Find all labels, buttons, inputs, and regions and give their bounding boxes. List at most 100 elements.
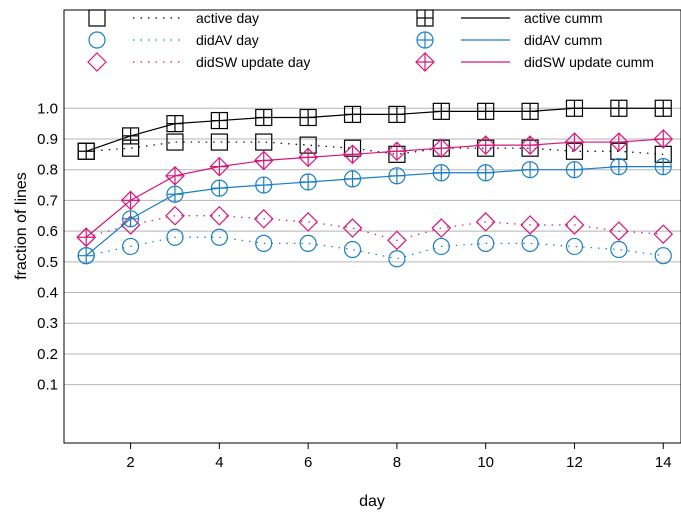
legend-entry-didsw-update-day: didSW update day (87, 52, 310, 72)
legend-entry-didav-day: didAV day (88, 31, 259, 49)
data-point-didsw-update-day (209, 205, 230, 226)
data-point-active-day (210, 133, 228, 151)
y-tick-label: 1.0 (37, 100, 58, 117)
x-tick-label: 6 (304, 454, 312, 471)
x-tick-label: 12 (566, 454, 583, 471)
data-point-active-day (166, 133, 184, 151)
data-point-active-day-shape (210, 133, 228, 151)
data-point-didsw-update-day-shape (520, 215, 540, 235)
data-point-active-day (255, 133, 273, 151)
data-point-active-cumm (166, 115, 184, 133)
data-point-active-cumm (521, 102, 539, 120)
data-point-active-cumm (299, 108, 317, 127)
legend: active day didAV day didSW update day activ… (87, 9, 654, 72)
legend-marker-didav-cumm (416, 31, 434, 49)
data-point-didsw-update-cumm (342, 144, 363, 165)
data-point-active-day-shape (255, 133, 273, 151)
data-point-didav-day-shape (565, 237, 584, 256)
data-point-didsw-update-day-shape (209, 205, 230, 226)
legend-marker-didav-day (88, 31, 106, 49)
data-point-active-day-shape (166, 133, 184, 151)
data-point-didsw-update-cumm (120, 190, 141, 211)
data-point-didsw-update-day-shape (431, 218, 452, 238)
data-point-didav-day-shape (432, 237, 450, 256)
horizontal-gridlines (64, 107, 681, 386)
data-point-didav-day (388, 250, 406, 268)
data-point-didsw-update-cumm (609, 132, 629, 152)
data-point-active-cumm (121, 127, 140, 145)
y-axis-title: fraction of lines (13, 172, 30, 280)
data-point-active-cumm (477, 102, 495, 120)
legend-label-didsw-update-day: didSW update day (196, 54, 310, 70)
data-point-didav-day-shape (255, 234, 273, 252)
data-point-didav-day (121, 237, 140, 256)
data-point-didav-day (565, 237, 584, 256)
x-axis-title: day (359, 493, 385, 510)
y-tick-label: 0.9 (37, 131, 58, 148)
data-point-didsw-update-cumm (564, 132, 585, 152)
data-point-didsw-update-day (253, 208, 274, 229)
data-point-didav-cumm (610, 158, 628, 176)
data-point-active-cumm (255, 108, 273, 127)
y-tick-label: 0.8 (37, 162, 58, 179)
data-point-active-cumm (210, 111, 228, 130)
data-point-active-cumm (343, 105, 362, 124)
data-point-didav-day (343, 240, 362, 259)
data-point-didsw-update-day-shape (253, 208, 274, 229)
data-point-didav-cumm (477, 164, 495, 182)
data-point-didav-cumm (654, 158, 672, 176)
series-line-active-cumm (85, 107, 664, 152)
series-line-didav-day (86, 236, 664, 260)
series-line-didav-cumm (85, 166, 664, 257)
data-point-didav-day (299, 234, 317, 252)
data-point-active-cumm (565, 99, 584, 117)
data-point-didsw-update-cumm (298, 147, 318, 168)
series-line-didsw-update-day (86, 215, 664, 241)
y-axis: 0.1 0.2 0.3 0.4 0.5 0.6 0.7 0.8 0.9 1.0 (37, 100, 58, 393)
data-point-didsw-update-cumm (653, 129, 674, 149)
data-point-didsw-update-day-shape (165, 205, 185, 226)
series-active-day (77, 133, 672, 163)
data-point-didsw-update-cumm (387, 141, 407, 162)
legend-marker-didav-day-shape (88, 31, 106, 49)
data-point-didav-day-shape (166, 228, 184, 246)
legend-label-didav-cumm: didAV cumm (524, 32, 602, 48)
data-point-didsw-update-cumm (76, 227, 97, 248)
data-point-didsw-update-day-shape (298, 212, 318, 232)
data-point-didsw-update-day-shape (120, 215, 141, 235)
data-point-didsw-update-day-shape (475, 212, 496, 232)
legend-label-didav-day: didAV day (196, 32, 259, 48)
data-point-didav-day-shape (610, 240, 628, 259)
data-point-didsw-update-day (475, 212, 496, 232)
data-point-didsw-update-cumm-shape (475, 135, 496, 155)
legend-marker-didsw-update-day-shape (87, 52, 107, 72)
legend-label-active-cumm: active cumm (524, 10, 603, 26)
data-point-active-cumm (432, 102, 450, 120)
legend-entry-active-cumm: active cumm (416, 9, 603, 27)
series-active-cumm (77, 99, 672, 160)
y-tick-label: 0.5 (37, 254, 58, 271)
data-point-didav-cumm (521, 161, 539, 179)
legend-entry-active-day: active day (88, 9, 259, 27)
legend-marker-didsw-update-cumm (415, 52, 435, 72)
data-point-didav-cumm (299, 173, 317, 191)
legend-marker-active-day (88, 9, 106, 27)
data-point-didsw-update-day-shape (342, 218, 363, 238)
legend-entry-didsw-update-cumm: didSW update cumm (415, 52, 654, 72)
legend-label-active-day: active day (196, 10, 259, 26)
legend-marker-didsw-update-day (87, 52, 107, 72)
data-point-didsw-update-cumm (165, 165, 185, 186)
data-point-didav-day (477, 234, 495, 252)
data-point-didsw-update-cumm-shape (520, 135, 540, 155)
data-point-didav-day-shape (654, 247, 672, 265)
y-tick-label: 0.1 (37, 377, 58, 394)
data-point-active-cumm (77, 142, 95, 160)
data-point-didav-cumm (565, 161, 584, 179)
series-layer (76, 99, 674, 268)
x-tick-label: 2 (126, 454, 134, 471)
x-tick-label: 10 (477, 454, 494, 471)
y-tick-label: 0.7 (37, 192, 58, 209)
data-point-didav-day-shape (388, 250, 406, 268)
data-point-didsw-update-day (342, 218, 363, 238)
